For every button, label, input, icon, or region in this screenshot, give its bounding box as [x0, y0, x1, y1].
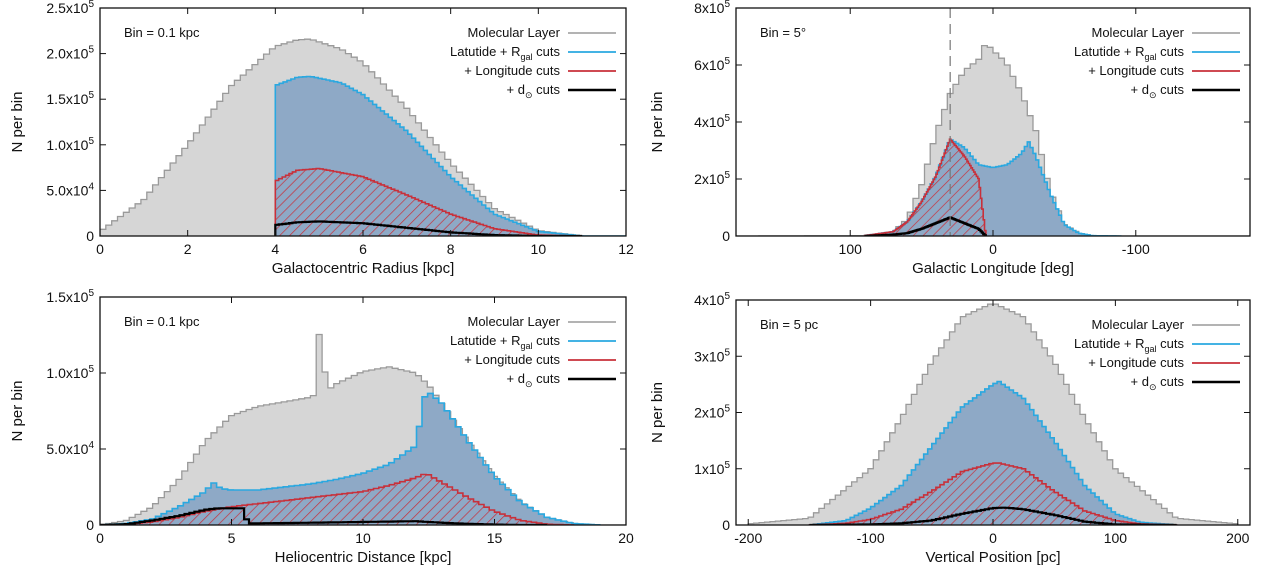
y-tick-label: 0 — [86, 228, 94, 244]
y-tick-label: 5.0x104 — [46, 440, 94, 457]
y-tick-label: 0 — [86, 517, 94, 533]
panel-longitude: 100 0 -100 0 2x105 4x105 6x105 8x105 Galactic Lo… — [649, 0, 1251, 277]
legend-label: + Longitude cuts — [464, 352, 560, 367]
x-tick-label: 100 — [839, 241, 863, 257]
x-tick-label: 10 — [531, 241, 547, 257]
y-tick-label: 2x105 — [694, 170, 730, 187]
x-tick-label: 8 — [447, 241, 455, 257]
x-tick-label: 100 — [1104, 530, 1128, 546]
y-tick-label: 2x105 — [694, 404, 730, 421]
y-tick-label: 8x105 — [694, 0, 730, 16]
y-tick-label: 1.0x105 — [46, 136, 94, 153]
y-tick-label: 2.5x105 — [46, 0, 94, 16]
series-dsun-line — [100, 507, 548, 525]
y-tick-label: 2.0x105 — [46, 45, 94, 62]
x-tick-label: 2 — [184, 241, 192, 257]
plot-area — [100, 333, 626, 525]
y-tick-label: 1x105 — [694, 460, 730, 477]
x-tick-label: 6 — [359, 241, 367, 257]
x-tick-label: 0 — [989, 530, 997, 546]
legend-label: Molecular Layer — [468, 314, 561, 329]
legend: Molecular Layer Latutide + Rgal cuts+ Lon… — [1074, 317, 1240, 392]
x-tick-label: 0 — [96, 241, 104, 257]
x-tick-label: 0 — [989, 241, 997, 257]
x-tick-label: 20 — [618, 530, 634, 546]
series-latitude-rgal-line — [274, 75, 626, 236]
legend-label: + Longitude cuts — [1088, 355, 1184, 370]
series-latitude-rgal-area — [809, 381, 1177, 525]
legend: Molecular Layer Latutide + Rgal cuts+ Lon… — [450, 25, 616, 100]
x-tick-label: 12 — [618, 241, 634, 257]
legend-label: + d⊙ cuts — [507, 371, 561, 389]
series-latitude-rgal-line — [808, 380, 1178, 525]
y-tick-label: 0 — [722, 517, 730, 533]
panel-radius: 0 2 4 6 8 10 12 0 5.0x104 1.0x105 1.5x105 2.0x105 2.… — [9, 0, 634, 277]
y-tick-label: 1.5x105 — [46, 288, 94, 305]
legend-label: Molecular Layer — [1092, 25, 1185, 40]
series-latitude-rgal-area — [100, 393, 600, 525]
x-tick-label: -200 — [734, 530, 762, 546]
bin-size-label: Bin = 5° — [760, 25, 806, 40]
plot-area — [100, 38, 626, 236]
y-tick-label: 5.0x104 — [46, 181, 94, 198]
legend-label: Latutide + Rgal cuts — [450, 44, 560, 62]
x-tick-label: 5 — [228, 530, 236, 546]
x-tick-label: 200 — [1226, 530, 1250, 546]
y-axis-label: N per bin — [9, 381, 26, 442]
series-dsun-line — [809, 506, 1177, 525]
legend-label: + Longitude cuts — [464, 63, 560, 78]
x-axis-label: Heliocentric Distance [kpc] — [275, 549, 452, 566]
series-longitude-area — [864, 139, 986, 236]
panel-vertical: -200 -100 0 100 200 0 1x105 2x105 3x105 4x105 Vert… — [649, 291, 1251, 566]
x-tick-label: -100 — [1122, 241, 1150, 257]
legend-label: + d⊙ cuts — [1131, 374, 1185, 392]
y-tick-label: 1.0x105 — [46, 364, 94, 381]
y-axis-label: N per bin — [649, 92, 666, 153]
legend-label: + d⊙ cuts — [1131, 82, 1185, 100]
y-tick-label: 3x105 — [694, 347, 730, 364]
x-tick-label: 15 — [487, 530, 503, 546]
plot-area — [747, 303, 1239, 525]
bin-size-label: Bin = 0.1 kpc — [124, 314, 200, 329]
series-dsun-line — [864, 216, 987, 236]
x-tick-label: 0 — [96, 530, 104, 546]
series-longitude-area — [100, 474, 574, 525]
series-molecular-layer-line — [100, 38, 626, 236]
y-axis-label: N per bin — [9, 92, 26, 153]
series-latitude-rgal-line — [100, 392, 601, 525]
series-longitude-line — [274, 167, 583, 236]
series-molecular-layer-area — [736, 45, 1250, 236]
y-tick-label: 4x105 — [694, 291, 730, 308]
panel-heliocentric: 0 5 10 15 20 0 5.0x104 1.0x105 1.5x105 Heliocentr… — [9, 288, 634, 566]
legend-label: Latutide + Rgal cuts — [450, 333, 560, 351]
series-longitude-line — [863, 138, 987, 236]
bin-size-label: Bin = 0.1 kpc — [124, 25, 200, 40]
x-axis-label: Vertical Position [pc] — [925, 549, 1060, 566]
bin-size-label: Bin = 5 pc — [760, 317, 819, 332]
legend-label: + d⊙ cuts — [507, 82, 561, 100]
y-tick-label: 6x105 — [694, 56, 730, 73]
y-tick-label: 4x105 — [694, 113, 730, 130]
x-axis-label: Galactocentric Radius [kpc] — [272, 260, 455, 277]
legend: Molecular Layer Latutide + Rgal cuts+ Lon… — [450, 314, 616, 389]
series-longitude-line — [100, 473, 575, 525]
legend: Molecular Layer Latutide + Rgal cuts+ Lon… — [1074, 25, 1240, 100]
y-axis-label: N per bin — [649, 382, 666, 443]
series-longitude-area — [275, 168, 583, 236]
y-tick-label: 1.5x105 — [46, 90, 94, 107]
legend-label: Molecular Layer — [1092, 317, 1185, 332]
legend-label: Molecular Layer — [468, 25, 561, 40]
x-tick-label: 10 — [355, 530, 371, 546]
x-tick-label: 4 — [271, 241, 279, 257]
legend-label: Latutide + Rgal cuts — [1074, 336, 1184, 354]
legend-label: Latutide + Rgal cuts — [1074, 44, 1184, 62]
legend-label: + Longitude cuts — [1088, 63, 1184, 78]
x-tick-label: -100 — [857, 530, 885, 546]
y-tick-label: 0 — [722, 228, 730, 244]
x-axis-label: Galactic Longitude [deg] — [912, 260, 1074, 277]
